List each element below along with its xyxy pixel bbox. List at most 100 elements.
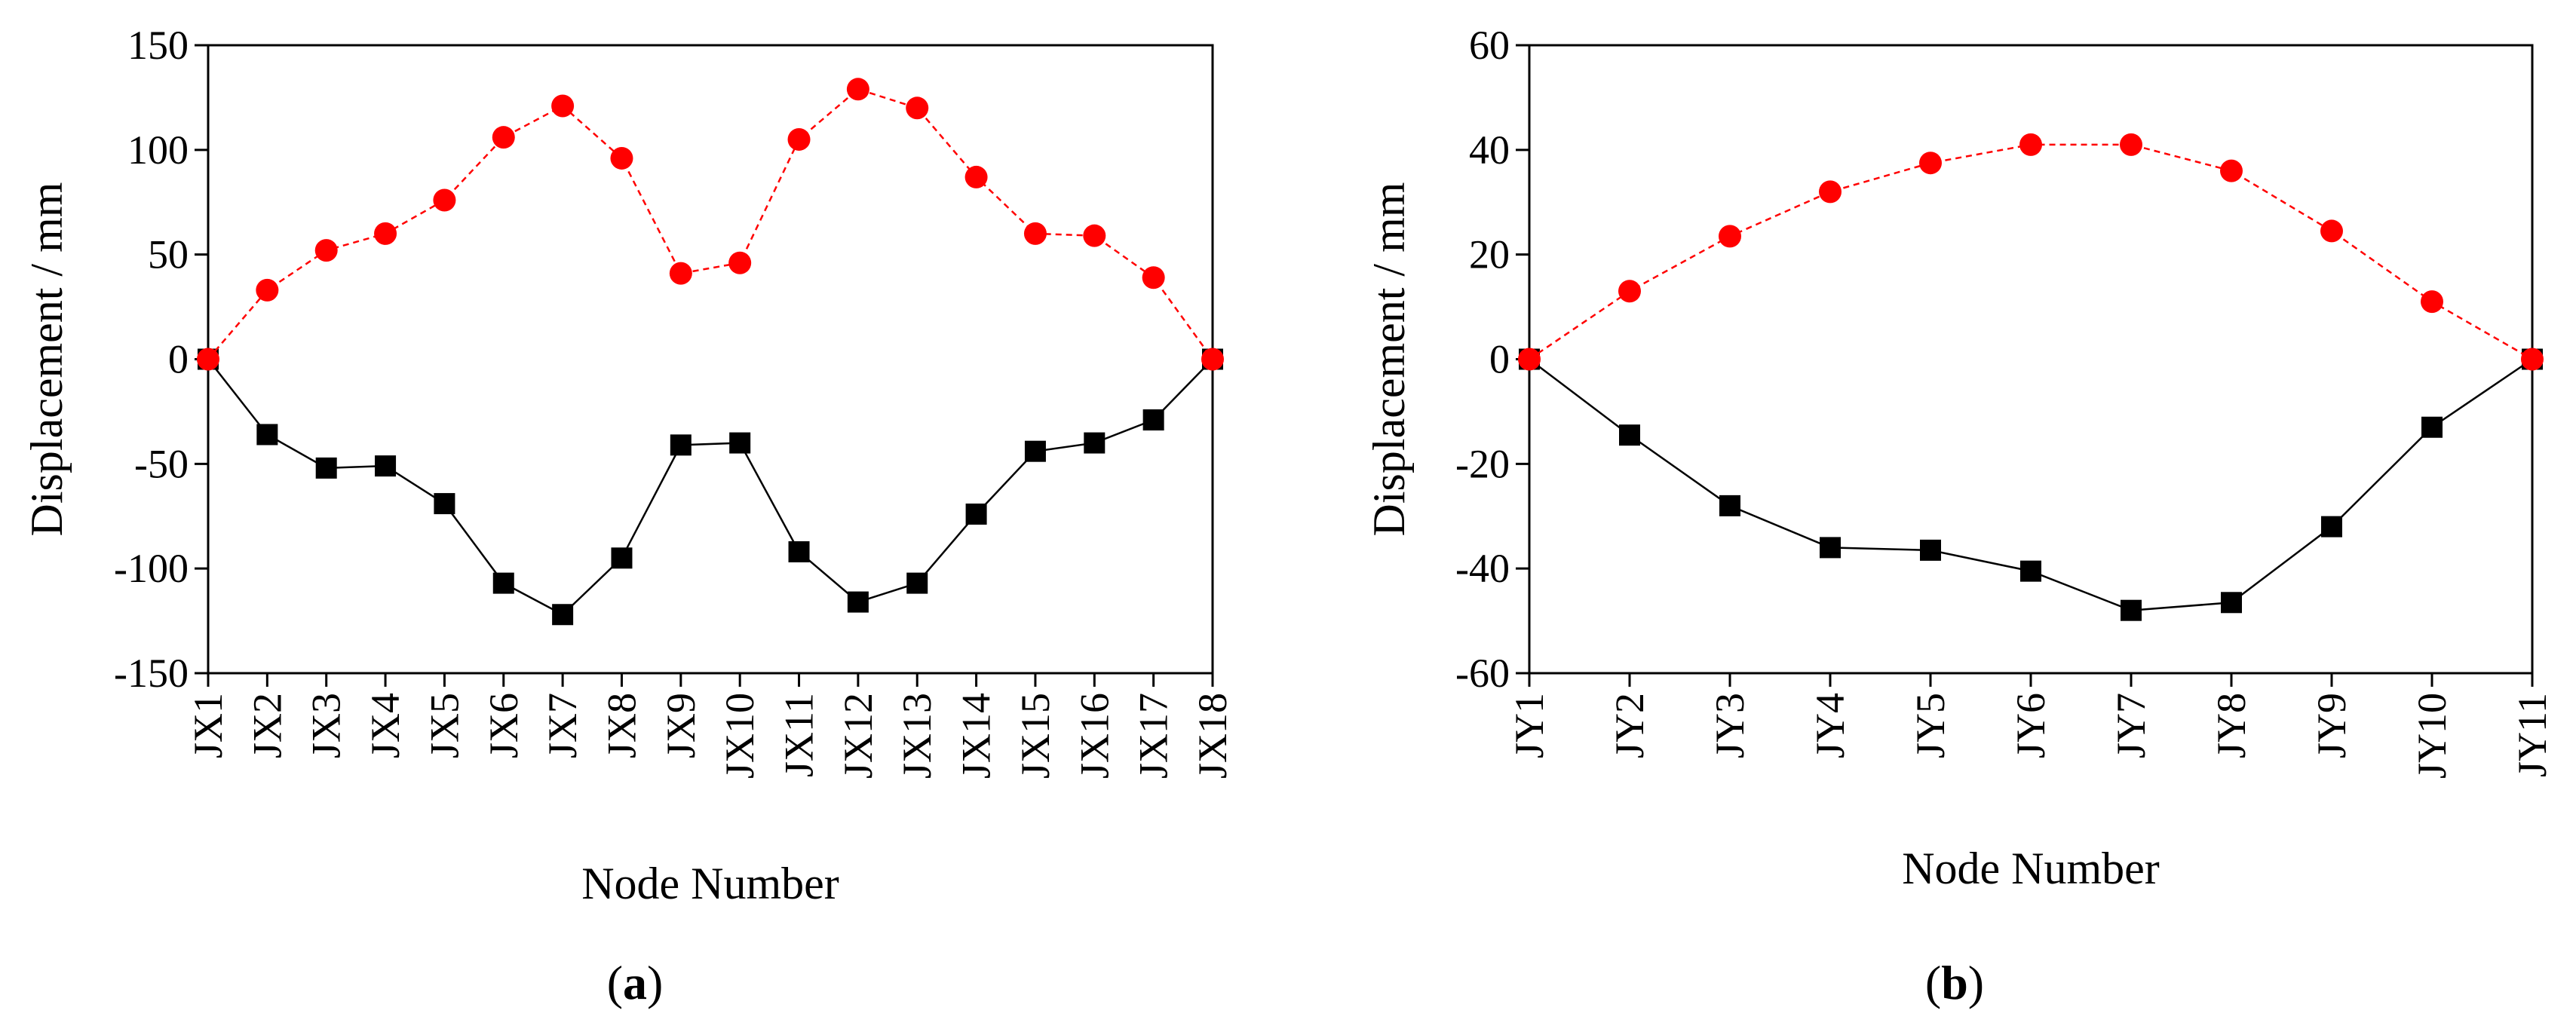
data-point-upper <box>492 126 515 149</box>
data-point-upper <box>2019 133 2042 156</box>
y-axis-title: Displacement / mm <box>1364 182 1414 537</box>
y-tick-label: 0 <box>168 337 189 382</box>
y-tick-label: -40 <box>1455 546 1510 591</box>
data-point-lower <box>434 493 455 515</box>
x-tick-label: JX2 <box>244 693 290 758</box>
x-tick-label: JY9 <box>2309 693 2354 758</box>
y-tick-label: 50 <box>148 232 189 277</box>
data-point-lower <box>1920 539 1941 561</box>
chart-panel-b: -60 -40 -20 0 20 40 60 JY1 JY2 JY3 JY4 JY5 JY6 JY7 JY8… <box>1364 23 2555 1009</box>
x-tick-label: JY1 <box>1507 693 1552 758</box>
data-point-upper <box>1618 280 1641 303</box>
data-point-lower <box>2221 592 2242 614</box>
y-tick-label: 40 <box>1469 127 1510 173</box>
data-point-upper <box>2120 133 2142 156</box>
data-point-upper <box>2521 348 2544 371</box>
data-point-upper <box>2421 290 2443 314</box>
data-point-upper <box>787 127 811 151</box>
x-tick-label: JX3 <box>304 693 349 758</box>
data-point-lower <box>552 604 574 626</box>
data-point-upper <box>433 188 456 212</box>
panel-label: (a) <box>607 956 664 1009</box>
x-tick-label: JX10 <box>717 693 762 779</box>
x-tick-label: JY8 <box>2209 693 2254 758</box>
data-point-lower <box>2421 416 2443 438</box>
x-tick-label: JX7 <box>540 693 585 758</box>
data-point-upper <box>1919 152 1942 175</box>
data-point-lower <box>847 591 869 613</box>
data-point-lower <box>492 572 514 594</box>
x-axis-title: Node Number <box>581 859 839 908</box>
plot-frame <box>207 44 1214 675</box>
x-tick-label: JX11 <box>777 693 822 777</box>
x-tick-label: JX16 <box>1072 693 1117 779</box>
x-tick-label: JX6 <box>481 693 526 758</box>
x-tick-label: JY2 <box>1607 693 1652 758</box>
y-tick-label: 0 <box>1489 337 1510 382</box>
x-tick-label: JX14 <box>954 693 999 779</box>
data-point-upper <box>669 262 692 285</box>
y-tick-label: 150 <box>127 23 189 68</box>
data-point-upper <box>314 239 338 262</box>
y-tick-label: -20 <box>1455 441 1510 486</box>
x-axis-title: Node Number <box>1902 844 2160 893</box>
panel-letter: b <box>1941 956 1968 1009</box>
data-point-upper <box>197 348 219 371</box>
data-point-lower <box>256 424 278 446</box>
x-tick-label: JX13 <box>894 693 940 779</box>
data-point-lower <box>2321 516 2342 537</box>
data-point-lower <box>1084 432 1106 454</box>
data-point-lower <box>611 547 633 569</box>
y-tick-label: -50 <box>134 441 189 486</box>
y-tick-label: 20 <box>1469 232 1510 277</box>
x-tick-label: JY4 <box>1808 693 1853 758</box>
data-point-upper <box>551 94 575 118</box>
series-line-upper <box>1529 143 2533 360</box>
x-tick-label: JY5 <box>1908 693 1953 758</box>
data-point-upper <box>1201 348 1224 371</box>
x-tick-label: JY6 <box>2008 693 2053 758</box>
data-point-lower <box>670 434 692 456</box>
data-point-upper <box>964 165 988 188</box>
data-point-lower <box>1024 440 1046 462</box>
y-tick-label: 100 <box>127 127 189 173</box>
x-tick-label: JY3 <box>1707 693 1753 758</box>
data-point-lower <box>2020 560 2041 582</box>
x-tick-label: JX9 <box>658 693 704 758</box>
data-point-upper <box>1023 222 1047 245</box>
panel-letter: a <box>623 956 647 1009</box>
series-line-upper <box>207 87 1214 360</box>
data-point-lower <box>906 572 928 594</box>
x-tick-label: JX4 <box>363 693 408 758</box>
chart-panel-a: -150 -100 -50 0 50 100 150 JX1 JX2 JX3 JX4 JX5 JX6 JX… <box>22 23 1235 1009</box>
data-point-lower <box>315 457 337 479</box>
data-point-upper <box>728 251 752 274</box>
data-point-upper <box>1083 224 1106 247</box>
data-point-lower <box>965 503 987 525</box>
x-tick-label: JY11 <box>2510 693 2555 777</box>
series-line-lower <box>207 358 1213 616</box>
data-point-upper <box>256 278 279 302</box>
data-point-lower <box>375 455 397 477</box>
data-point-upper <box>906 96 929 120</box>
x-tick-label: JX15 <box>1013 693 1058 779</box>
data-point-upper <box>610 146 633 170</box>
data-point-lower <box>729 432 751 454</box>
data-point-lower <box>1820 537 1841 559</box>
data-point-upper <box>1518 348 1541 371</box>
data-point-lower <box>788 541 810 562</box>
y-axis-title: Displacement / mm <box>22 182 72 537</box>
x-tick-label: JX18 <box>1190 693 1235 779</box>
data-point-lower <box>1142 409 1164 431</box>
data-point-upper <box>374 222 397 245</box>
panel-label: (b) <box>1925 956 1984 1009</box>
data-point-lower <box>1619 424 1640 446</box>
x-tick-label: JX12 <box>836 693 881 779</box>
x-tick-label: JY10 <box>2409 693 2455 779</box>
y-tick-label: -150 <box>114 651 189 696</box>
x-tick-label: JY7 <box>2108 693 2154 758</box>
x-tick-label: JX17 <box>1131 693 1176 779</box>
data-point-upper <box>1142 266 1165 289</box>
data-point-upper <box>2320 219 2343 243</box>
